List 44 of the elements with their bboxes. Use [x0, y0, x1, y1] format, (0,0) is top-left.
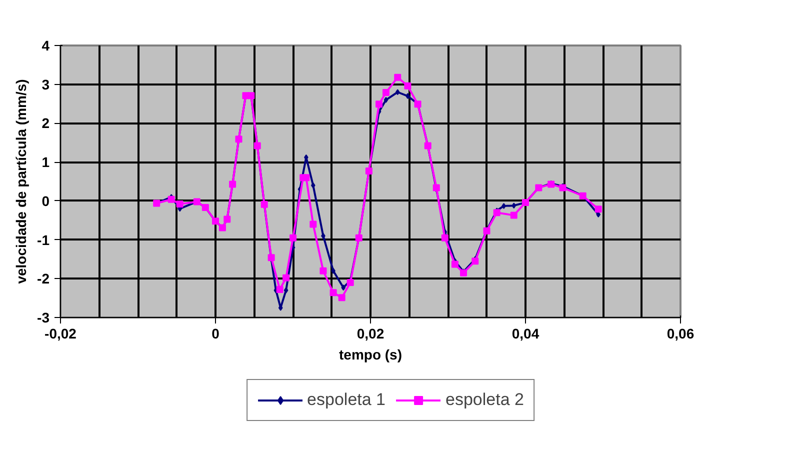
x-tick-label: 0,02: [356, 326, 384, 342]
y-tick-label: 2: [42, 115, 50, 132]
point: [382, 89, 390, 96]
x-tick-label: 0: [212, 326, 220, 342]
x-tick-label: -0,02: [44, 326, 77, 342]
point: [276, 286, 284, 294]
point: [441, 234, 448, 242]
point: [394, 74, 402, 81]
point: [404, 82, 412, 90]
point: [594, 206, 602, 213]
x-tick-label: 0,04: [512, 326, 540, 342]
point: [341, 284, 346, 291]
point: [346, 279, 354, 286]
point: [282, 274, 290, 282]
point: [330, 289, 337, 296]
y-tick-label: -2: [37, 270, 50, 287]
point: [395, 89, 400, 96]
point: [302, 174, 310, 182]
point: [510, 212, 518, 219]
point: [338, 294, 346, 302]
x-axis-title: tempo (s): [339, 346, 402, 362]
y-tick-label: 1: [42, 154, 50, 170]
point: [376, 100, 383, 108]
point: [310, 220, 317, 228]
point: [310, 182, 316, 188]
y-tick-label: -3: [37, 310, 50, 326]
y-tick-label: 3: [42, 76, 50, 92]
point: [168, 196, 175, 203]
point: [284, 287, 288, 294]
y-tick-label: 0: [42, 192, 50, 209]
point: [290, 234, 296, 242]
point: [176, 200, 184, 208]
point: [493, 209, 500, 216]
point: [512, 202, 516, 209]
point: [384, 96, 388, 103]
y-tick-label: -1: [37, 232, 50, 248]
legend-label: espoleta 2: [446, 390, 524, 410]
point: [451, 260, 458, 268]
y-tick-label: 4: [42, 38, 50, 54]
legend-label: espoleta 1: [307, 390, 386, 410]
point: [472, 258, 479, 265]
y-axis-title: velocidade de partícula (mm/s): [13, 79, 30, 284]
x-tick-label: 0,06: [666, 326, 694, 342]
point: [320, 267, 327, 274]
